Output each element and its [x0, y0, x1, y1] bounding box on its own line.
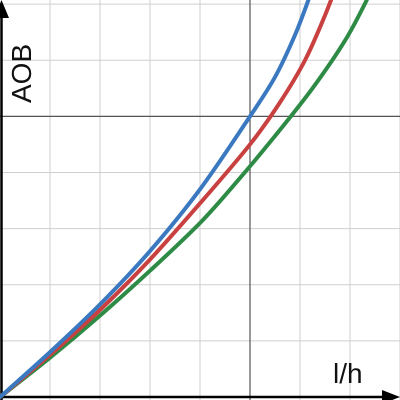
y-axis-label: AOB [6, 44, 37, 103]
y-axis-arrow [0, 0, 9, 18]
series-line-1 [0, 0, 369, 399]
x-axis-arrow [382, 390, 400, 400]
series-line-3 [0, 0, 311, 399]
series-line-2 [0, 0, 334, 399]
series-group [0, 0, 369, 399]
x-axis-label: l/h [333, 358, 363, 389]
